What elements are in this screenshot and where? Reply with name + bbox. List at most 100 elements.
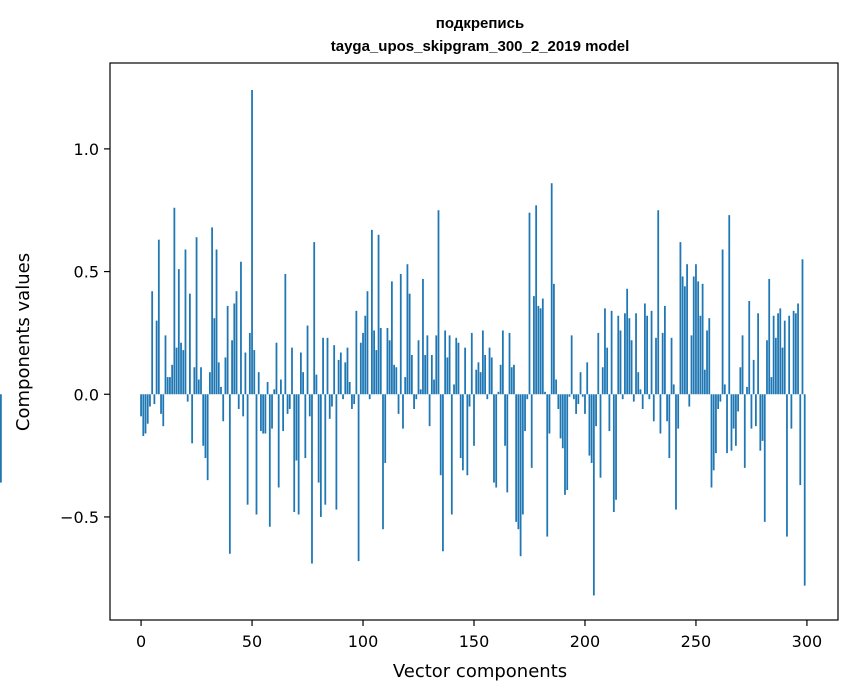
bar [697,281,700,395]
bar [794,313,797,395]
bar [217,362,220,395]
bar [395,367,398,395]
bar [619,330,622,395]
bar [575,394,577,414]
bar [410,355,413,395]
bar [504,394,506,446]
x-tick-label: 250 [681,632,712,651]
bar [537,305,540,395]
bar [548,394,551,434]
bar [419,389,422,395]
bar [710,394,713,488]
bar-series [0,89,806,596]
bar [228,394,231,554]
bar [650,310,653,395]
bar [342,394,344,400]
bar [719,394,722,402]
bar [182,350,185,395]
bar [601,367,604,395]
bar [362,332,364,395]
bar [539,308,542,395]
bar [439,394,442,476]
bar [175,347,178,395]
bar [375,350,378,395]
bar [297,394,300,515]
bar [464,347,467,395]
bar [304,394,307,459]
bar [630,340,633,395]
bar [624,313,626,395]
bar [670,337,673,395]
bar [637,372,640,395]
bar [224,357,227,395]
bar [468,394,471,407]
bar [371,229,373,395]
bar [797,303,799,395]
bar [253,350,256,395]
bar [193,367,196,395]
bar [799,394,802,486]
bar [652,394,655,422]
bar [242,394,245,417]
bar [271,394,273,429]
bar [437,210,440,395]
bar [790,394,793,429]
bar [628,318,631,395]
bar [169,377,171,395]
bar [417,340,420,395]
y-tick-label: 0.5 [74,263,99,282]
bar [703,369,706,395]
bar [526,394,529,400]
bar [257,372,260,395]
bar [226,305,229,395]
bar [546,394,549,537]
bar [426,335,429,395]
bar [766,340,768,395]
bar [646,315,649,395]
bar [379,328,382,395]
bar [746,386,748,395]
bar [197,379,200,395]
bar [515,394,518,522]
bar [774,337,777,395]
bar [222,394,225,422]
bar [140,394,142,417]
bar [166,377,169,395]
bar [493,394,495,483]
bar [513,364,515,395]
bar [348,381,351,395]
bar [195,237,198,395]
bar [189,293,191,395]
bar [317,394,320,483]
bar [382,394,384,530]
bar [595,394,597,427]
bar [237,394,240,409]
bar [726,394,728,454]
bar [357,394,360,562]
bar [524,394,526,432]
bar [326,337,329,395]
bar [337,359,340,395]
bar [752,359,755,395]
bar [661,332,664,395]
bar [295,394,298,461]
bar [280,379,282,395]
bar [657,210,660,395]
bar [479,372,482,395]
bar [728,215,731,395]
bar [612,394,615,513]
bar [413,394,415,409]
bar [786,394,788,537]
bar [368,394,371,400]
bar [244,352,247,395]
y-tick-label: 1.0 [74,140,99,159]
bar [475,369,478,395]
bar [599,394,602,478]
bar [151,291,154,395]
bar [213,318,216,395]
bar [566,394,569,490]
bar [495,394,498,488]
bar [488,347,491,395]
bar [373,330,376,395]
